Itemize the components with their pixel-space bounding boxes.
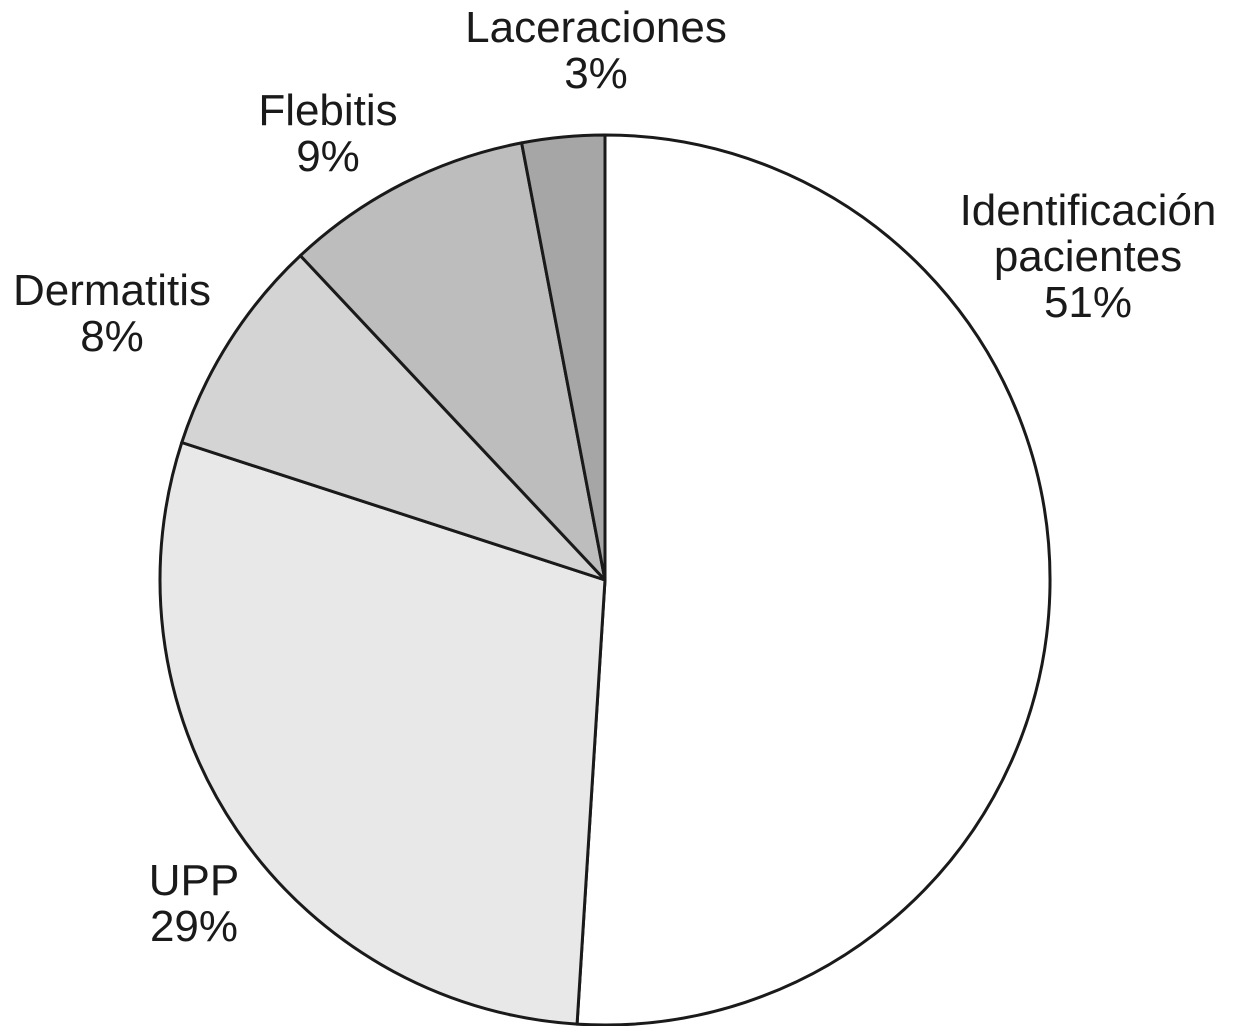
- slice-value-label: 3%: [564, 49, 628, 98]
- pie-slice-dermatitis: [180, 254, 607, 582]
- slice-category-label: Flebitis: [258, 86, 397, 135]
- slice-label-flebitis: Flebitis 9%: [258, 86, 397, 181]
- slice-value-label: 29%: [150, 902, 238, 951]
- slice-value-label: 8%: [80, 312, 144, 361]
- pie-slice-upp: [158, 440, 607, 1026]
- slice-label-laceraciones: Laceraciones 3%: [465, 3, 727, 98]
- slice-label-identificacion-pacientes: Identificación pacientes 51%: [960, 186, 1217, 327]
- pie-slice-identificacion-pacientes: [575, 133, 1052, 1026]
- pie-slice-flebitis: [298, 141, 607, 582]
- slice-value-label: 9%: [296, 132, 360, 181]
- slice-category-label: Identificación: [960, 186, 1217, 235]
- slice-label-dermatitis: Dermatitis 8%: [13, 266, 211, 361]
- pie-slices: [158, 133, 1052, 1026]
- slice-category-label: Laceraciones: [465, 3, 727, 52]
- pie-labels: Identificación pacientes 51% UPP 29% Dermatit…: [13, 3, 1216, 951]
- slice-label-upp: UPP 29%: [149, 856, 239, 951]
- slice-category-label: UPP: [149, 856, 239, 905]
- slice-value-label: 51%: [1044, 278, 1132, 327]
- pie-slice-laceraciones: [520, 133, 607, 582]
- slice-category-label: Dermatitis: [13, 266, 211, 315]
- slice-category-label: pacientes: [994, 232, 1182, 281]
